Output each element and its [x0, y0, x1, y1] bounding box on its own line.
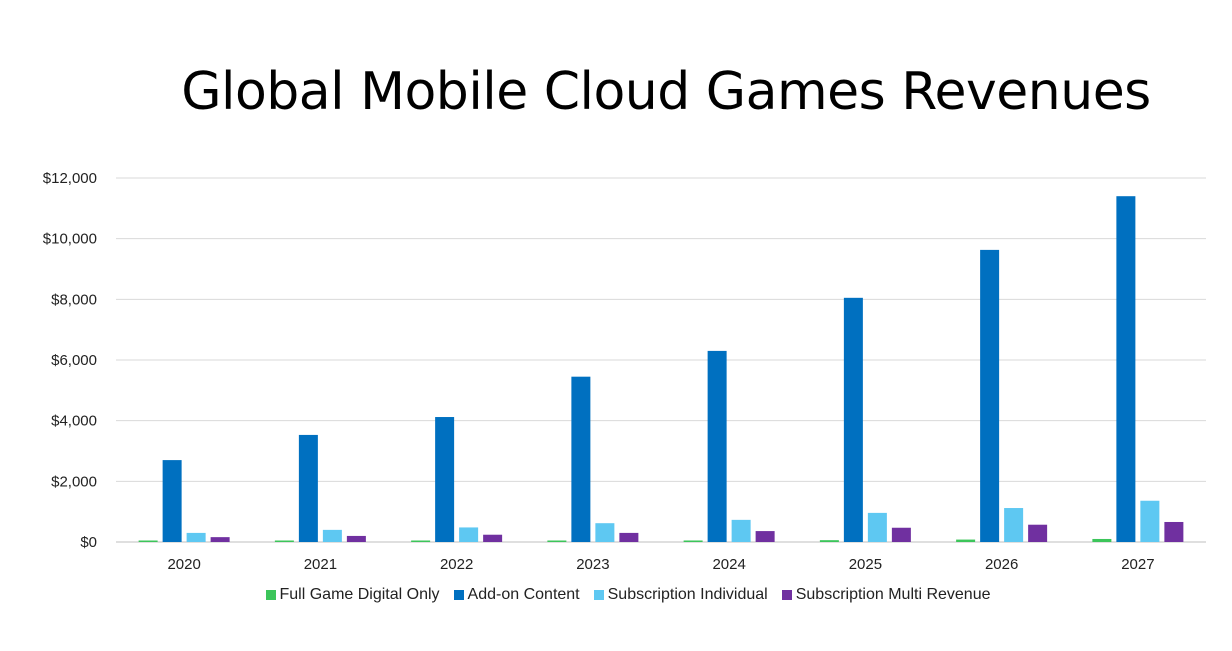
bar	[322, 529, 342, 542]
x-tick-label: 2023	[576, 556, 609, 573]
bar	[1004, 508, 1024, 542]
bar-series	[138, 196, 1184, 542]
bar	[346, 535, 366, 542]
bar	[483, 534, 503, 542]
bar	[956, 539, 976, 542]
bar	[980, 249, 1000, 542]
bar	[707, 350, 727, 542]
bar	[571, 376, 591, 542]
y-axis-tick-labels: $0 $2,000 $4,000 $6,000 $8,000 $10,000 $12,000	[43, 170, 97, 551]
x-axis-tick-labels: 2020 2021 2022 2023 2024 2025 2026 2027	[167, 556, 1154, 573]
legend-label: Subscription Multi Revenue	[795, 586, 991, 603]
x-tick-label: 2027	[1121, 556, 1154, 573]
bar	[1092, 538, 1112, 542]
bar	[891, 527, 911, 542]
bar	[683, 540, 703, 542]
x-tick-label: 2024	[712, 556, 745, 573]
bar	[731, 519, 751, 542]
legend-swatch	[265, 590, 276, 600]
bar	[1164, 521, 1184, 542]
legend-item: Full Game Digital Only	[265, 586, 440, 604]
y-tick-label: $8,000	[51, 291, 97, 308]
legend-item: Subscription Individual	[593, 586, 768, 604]
bar	[819, 540, 839, 542]
bar	[138, 540, 158, 542]
y-tick-label: $0	[80, 534, 97, 551]
bar	[435, 417, 455, 542]
bar	[1028, 524, 1048, 542]
x-tick-label: 2026	[985, 556, 1018, 573]
x-tick-label: 2022	[440, 556, 473, 573]
legend-label: Add-on Content	[467, 586, 580, 603]
bar	[459, 527, 479, 542]
x-tick-label: 2021	[304, 556, 337, 573]
bar	[186, 532, 206, 542]
y-tick-label: $4,000	[51, 413, 97, 430]
x-tick-label: 2020	[167, 556, 200, 573]
bar	[411, 540, 431, 542]
bar	[755, 531, 775, 542]
legend-label: Full Game Digital Only	[279, 586, 440, 603]
chart-legend: Full Game Digital Only Add-on Content Subs…	[0, 586, 1232, 604]
bar	[274, 540, 294, 542]
bar	[210, 537, 230, 542]
y-tick-label: $10,000	[43, 231, 97, 248]
grid-lines	[116, 177, 1206, 543]
bar	[867, 512, 887, 542]
legend-swatch	[593, 590, 604, 600]
y-tick-label: $12,000	[43, 170, 97, 187]
legend-item: Subscription Multi Revenue	[781, 586, 991, 604]
bar	[298, 434, 318, 542]
bar	[1140, 500, 1160, 542]
y-tick-label: $6,000	[51, 352, 97, 369]
bar	[162, 460, 182, 542]
legend-label: Subscription Individual	[607, 586, 768, 603]
legend-item: Add-on Content	[453, 586, 580, 604]
legend-swatch	[453, 590, 464, 600]
bar	[619, 532, 639, 542]
x-tick-label: 2025	[849, 556, 882, 573]
bar	[843, 297, 863, 542]
bar	[1116, 196, 1136, 542]
legend-swatch	[781, 590, 792, 600]
bar	[547, 540, 567, 542]
chart-title: Global Mobile Cloud Games Revenues	[181, 62, 1151, 122]
bar	[595, 523, 615, 542]
y-tick-label: $2,000	[51, 473, 97, 490]
